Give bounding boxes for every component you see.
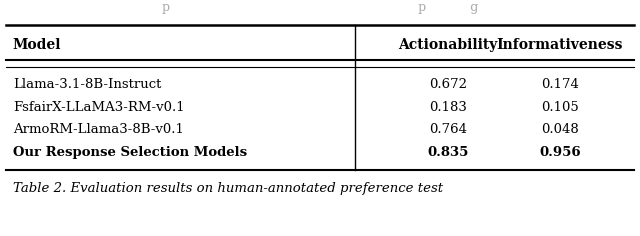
Text: Table 2. Evaluation results on human-annotated preference test: Table 2. Evaluation results on human-ann… [13, 182, 443, 195]
Text: Model: Model [13, 38, 61, 52]
Text: Actionability: Actionability [398, 38, 498, 52]
Text: Our Response Selection Models: Our Response Selection Models [13, 146, 247, 159]
Text: 0.835: 0.835 [428, 146, 468, 159]
Text: 0.183: 0.183 [429, 101, 467, 114]
Text: 0.764: 0.764 [429, 123, 467, 136]
Text: Informativeness: Informativeness [497, 38, 623, 52]
Text: 0.672: 0.672 [429, 78, 467, 92]
Text: 0.956: 0.956 [539, 146, 581, 159]
Text: 0.174: 0.174 [541, 78, 579, 92]
Text: 0.105: 0.105 [541, 101, 579, 114]
Text: ArmoRM-Llama3-8B-v0.1: ArmoRM-Llama3-8B-v0.1 [13, 123, 184, 136]
Text: Llama-3.1-8B-Instruct: Llama-3.1-8B-Instruct [13, 78, 161, 92]
Text: FsfairX-LLaMA3-RM-v0.1: FsfairX-LLaMA3-RM-v0.1 [13, 101, 184, 114]
Text: p                                                              p           g: p p g [162, 0, 478, 14]
Text: 0.048: 0.048 [541, 123, 579, 136]
